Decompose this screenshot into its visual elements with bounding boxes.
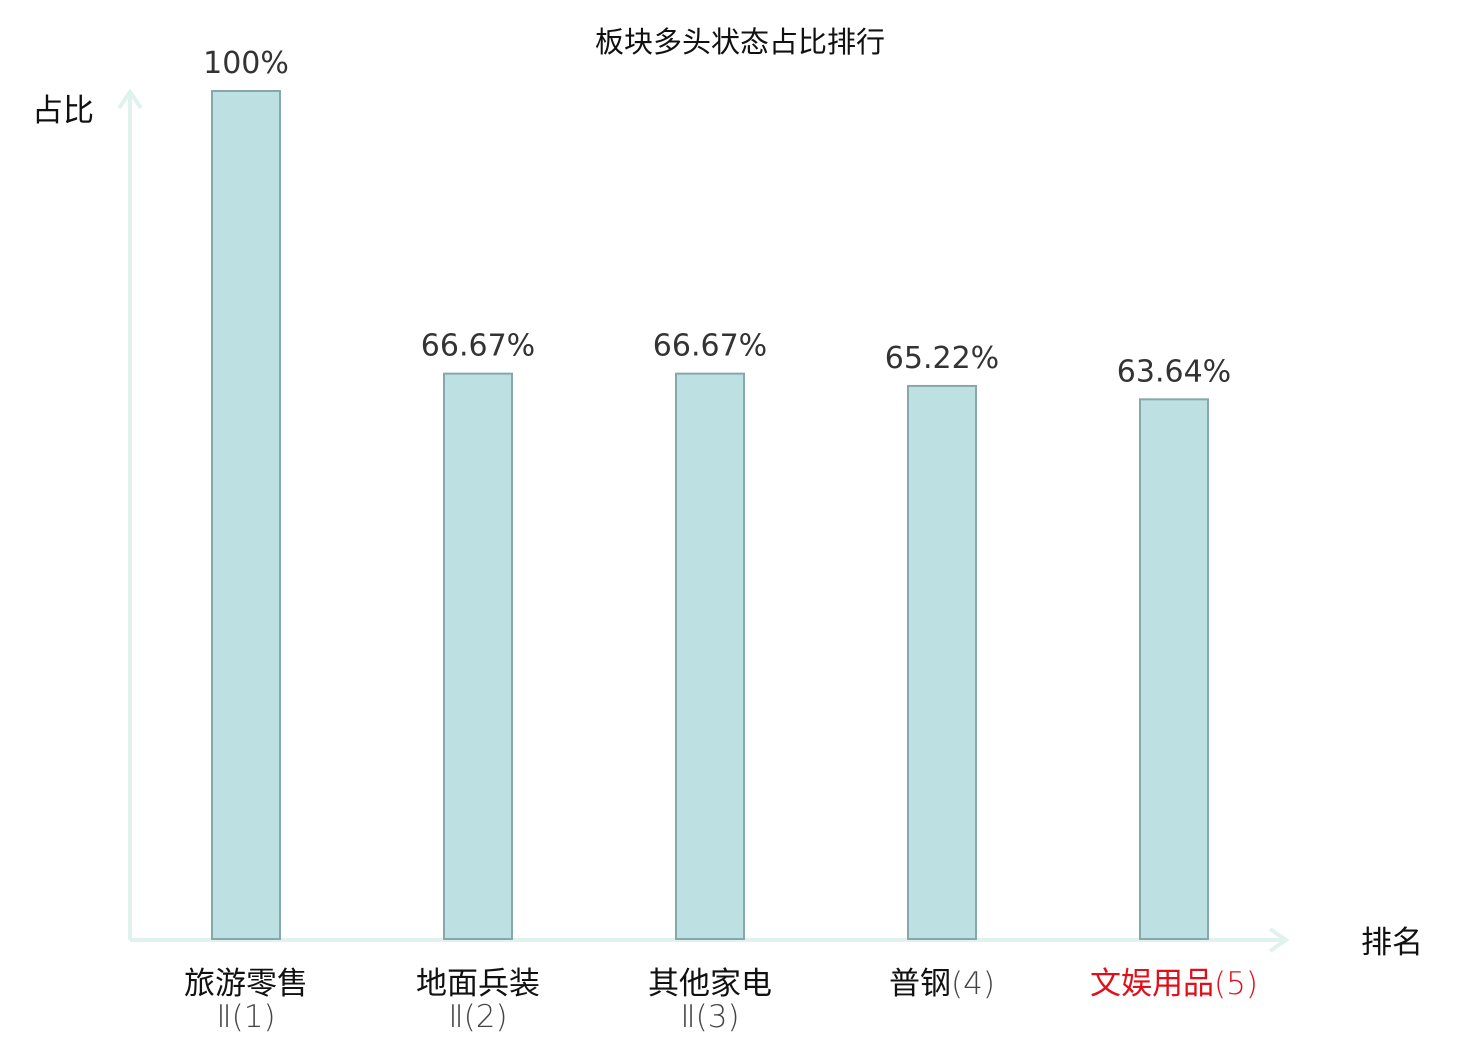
y-axis-arrow <box>117 88 143 110</box>
x-tick-label-suffix: Ⅱ(3) <box>680 999 739 1035</box>
chart-title: 板块多头状态占比排行 <box>595 25 885 59</box>
x-tick-label-name: 普钢 <box>889 966 951 1002</box>
bar-value-label: 100% <box>203 46 289 81</box>
x-tick-label: 普钢(4) <box>889 966 995 1002</box>
bar-value-label: 66.67% <box>653 329 767 364</box>
x-axis-label: 排名 <box>1361 925 1423 961</box>
x-tick-label: 地面兵装 Ⅱ(2) <box>416 966 540 1035</box>
x-tick-label-suffix: (4) <box>951 966 995 1002</box>
x-tick-label-suffix: (5) <box>1214 966 1258 1002</box>
x-tick-label: 文娱用品(5) <box>1090 966 1258 1002</box>
bar-value-label: 65.22% <box>885 341 999 376</box>
x-tick-label-name: 其他家电 <box>648 966 772 1002</box>
bar-value-label: 66.67% <box>421 329 535 364</box>
x-tick-label-name: 文娱用品 <box>1090 966 1214 1002</box>
bar <box>907 384 977 940</box>
bar <box>443 372 513 940</box>
bar-value-label: 63.64% <box>1117 354 1231 389</box>
y-axis-label: 占比 <box>32 93 94 129</box>
x-axis-arrow <box>1268 927 1290 953</box>
bars-group: 100% 旅游零售 Ⅱ(1) 66.67% 地面兵装 Ⅱ(2) 66.67% 其他家电 Ⅱ(3)… <box>184 46 1258 1035</box>
x-tick-label-name: 旅游零售 <box>184 966 308 1002</box>
x-tick-label-suffix: Ⅱ(1) <box>216 999 275 1035</box>
x-tick-label-suffix: Ⅱ(2) <box>448 999 507 1035</box>
bar <box>211 90 281 940</box>
x-tick-label: 旅游零售 Ⅱ(1) <box>184 966 308 1035</box>
x-tick-label-name: 地面兵装 <box>416 966 540 1002</box>
x-tick-label: 其他家电 Ⅱ(3) <box>648 966 772 1035</box>
bar <box>675 372 745 940</box>
bar <box>1139 398 1209 940</box>
